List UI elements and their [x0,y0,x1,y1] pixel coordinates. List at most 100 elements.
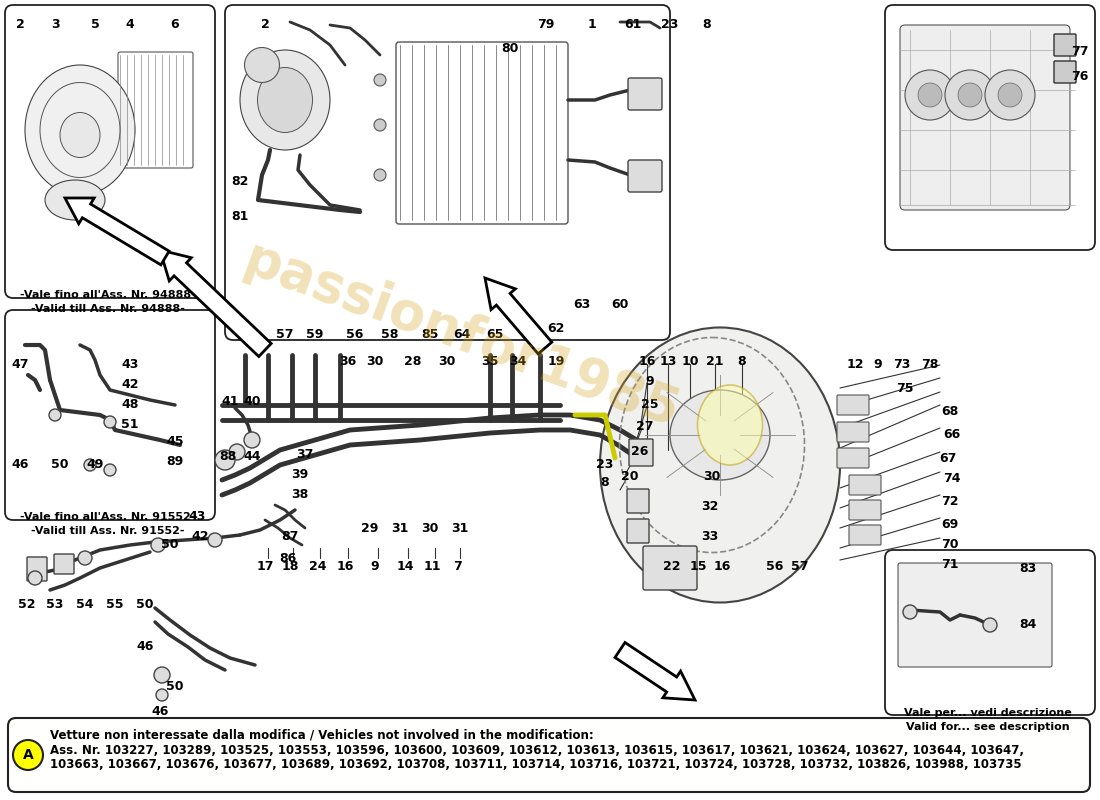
Circle shape [958,83,982,107]
Text: 30: 30 [421,522,439,535]
Text: 30: 30 [366,355,384,368]
Text: 24: 24 [309,560,327,573]
Ellipse shape [25,65,135,195]
FancyBboxPatch shape [900,25,1070,210]
Ellipse shape [600,327,840,602]
Text: 16: 16 [638,355,656,368]
Text: 65: 65 [486,328,504,341]
Text: 31: 31 [451,522,469,535]
Text: 30: 30 [438,355,455,368]
Circle shape [50,409,60,421]
Text: 42: 42 [121,378,139,391]
Text: 7: 7 [453,560,462,573]
Text: 83: 83 [1020,562,1036,575]
Text: 27: 27 [636,420,653,433]
Ellipse shape [240,50,330,150]
Text: 87: 87 [282,530,299,543]
Circle shape [374,169,386,181]
Circle shape [78,551,92,565]
Circle shape [156,689,168,701]
Text: 85: 85 [421,328,439,341]
Text: passionfor1985: passionfor1985 [238,233,686,439]
FancyBboxPatch shape [627,489,649,513]
FancyBboxPatch shape [1054,34,1076,56]
Text: 74: 74 [944,472,960,485]
Text: 26: 26 [631,445,649,458]
Text: 63: 63 [573,298,591,311]
Text: 43: 43 [188,510,206,523]
Text: 68: 68 [942,405,958,418]
Text: 64: 64 [453,328,471,341]
Text: 49: 49 [86,458,103,471]
Text: 77: 77 [1071,45,1089,58]
Text: 55: 55 [107,598,123,611]
FancyBboxPatch shape [886,5,1094,250]
FancyBboxPatch shape [849,525,881,545]
Circle shape [374,119,386,131]
FancyBboxPatch shape [849,500,881,520]
Ellipse shape [60,113,100,158]
Text: 32: 32 [702,500,718,513]
Text: 23: 23 [661,18,679,31]
Text: 79: 79 [537,18,554,31]
FancyArrow shape [615,642,695,700]
Circle shape [151,538,165,552]
FancyBboxPatch shape [886,550,1094,715]
FancyBboxPatch shape [6,5,214,298]
Text: 9: 9 [646,375,654,388]
Text: 86: 86 [279,552,297,565]
Circle shape [13,740,43,770]
Text: 13: 13 [659,355,676,368]
Text: 1: 1 [587,18,596,31]
Circle shape [84,459,96,471]
Text: 50: 50 [166,680,184,693]
Text: 67: 67 [939,452,957,465]
Text: 56: 56 [346,328,364,341]
Text: 22: 22 [663,560,681,573]
FancyBboxPatch shape [849,475,881,495]
Text: 9: 9 [371,560,380,573]
Ellipse shape [257,67,312,133]
Text: 16: 16 [337,560,354,573]
Text: 75: 75 [896,382,914,395]
Ellipse shape [697,385,762,465]
FancyBboxPatch shape [628,78,662,110]
Text: 46: 46 [152,705,168,718]
Text: 58: 58 [382,328,398,341]
Circle shape [905,70,955,120]
Text: 21: 21 [706,355,724,368]
Text: 69: 69 [942,518,958,531]
Text: 71: 71 [942,558,959,571]
FancyBboxPatch shape [837,395,869,415]
Text: 33: 33 [702,530,718,543]
Ellipse shape [244,47,279,82]
Text: 11: 11 [424,560,441,573]
Text: 76: 76 [1071,70,1089,83]
FancyBboxPatch shape [628,160,662,192]
Text: 53: 53 [46,598,64,611]
Text: 23: 23 [596,458,614,471]
Text: 8: 8 [738,355,746,368]
Circle shape [28,571,42,585]
Text: A: A [23,748,33,762]
Text: 6: 6 [170,18,179,31]
Text: 5: 5 [90,18,99,31]
FancyArrow shape [485,278,552,354]
Ellipse shape [45,180,104,220]
Text: 3: 3 [51,18,59,31]
Text: 10: 10 [681,355,698,368]
Text: 34: 34 [509,355,527,368]
Text: 25: 25 [641,398,659,411]
Text: 40: 40 [243,395,261,408]
Circle shape [918,83,942,107]
Circle shape [903,605,917,619]
Text: 50: 50 [162,538,178,551]
Text: 41: 41 [221,395,239,408]
Text: 20: 20 [621,470,639,483]
Text: 42: 42 [191,530,209,543]
Ellipse shape [670,390,770,480]
Text: 50: 50 [52,458,68,471]
Text: Ass. Nr. 103227, 103289, 103525, 103553, 103596, 103600, 103609, 103612, 103613,: Ass. Nr. 103227, 103289, 103525, 103553,… [50,744,1024,757]
Text: 29: 29 [361,522,378,535]
Text: 9: 9 [873,358,882,371]
